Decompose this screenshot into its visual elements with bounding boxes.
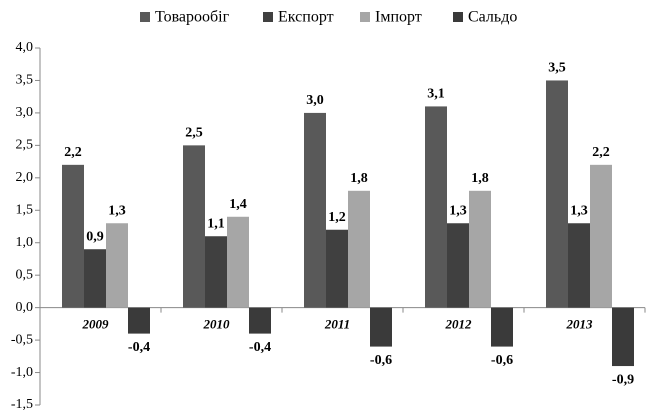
y-tick-label: 2,5 — [16, 138, 34, 153]
legend-swatch — [140, 12, 150, 22]
data-label: 1,3 — [449, 203, 467, 218]
bar — [447, 223, 469, 308]
bar — [491, 307, 513, 347]
legend-label: Товарообіг — [155, 9, 230, 26]
data-label: 1,4 — [229, 197, 247, 212]
bar — [425, 106, 447, 308]
y-tick-label: 1,5 — [16, 202, 34, 217]
data-label: 2,2 — [592, 145, 610, 160]
bar — [326, 229, 348, 308]
y-tick-label: -1,0 — [11, 365, 33, 380]
legend-label: Експорт — [278, 9, 334, 26]
bar — [612, 307, 634, 367]
data-label: 1,3 — [570, 203, 588, 218]
data-label: -0,4 — [249, 340, 271, 355]
data-label: -0,9 — [612, 372, 634, 387]
bar — [590, 164, 612, 308]
y-tick-label: 3,5 — [16, 73, 34, 88]
bar — [84, 249, 106, 308]
legend-swatch — [360, 12, 370, 22]
bar — [249, 307, 271, 334]
bar — [469, 190, 491, 308]
legend-label: Сальдо — [468, 9, 517, 26]
x-tick-label: 2012 — [445, 317, 473, 332]
x-tick-label: 2009 — [82, 317, 110, 332]
y-tick-label: -1,5 — [11, 397, 33, 411]
y-tick-label: 4,0 — [16, 40, 34, 55]
y-tick-label: 2,0 — [16, 170, 34, 185]
y-tick-label: 0,0 — [16, 300, 34, 315]
data-label: -0,6 — [491, 353, 513, 368]
bar — [62, 164, 84, 308]
bar — [568, 223, 590, 308]
bar — [205, 236, 227, 308]
bar — [348, 190, 370, 308]
x-tick-label: 2011 — [324, 317, 350, 332]
data-label: 0,9 — [86, 229, 104, 244]
x-tick-label: 2013 — [566, 317, 594, 332]
legend-swatch — [453, 12, 463, 22]
data-label: 3,1 — [427, 87, 445, 102]
data-label: 2,2 — [64, 145, 82, 160]
data-label: 1,1 — [207, 216, 225, 231]
bar — [304, 112, 326, 308]
bar — [183, 145, 205, 308]
data-label: 3,0 — [306, 93, 324, 108]
legend-label: Імпорт — [375, 9, 422, 26]
y-tick-label: 1,0 — [16, 235, 34, 250]
data-label: 2,5 — [185, 126, 203, 141]
data-label: 3,5 — [548, 61, 566, 76]
y-tick-label: -0,5 — [11, 332, 33, 347]
bar — [128, 307, 150, 334]
bar — [227, 216, 249, 308]
data-label: -0,6 — [370, 353, 392, 368]
data-label: 1,8 — [350, 171, 368, 186]
bar — [546, 80, 568, 308]
data-label: 1,8 — [471, 171, 489, 186]
data-label: 1,2 — [328, 210, 346, 225]
y-tick-label: 3,0 — [16, 105, 34, 120]
bar — [106, 223, 128, 308]
data-label: 1,3 — [108, 203, 126, 218]
y-tick-label: 0,5 — [16, 267, 34, 282]
x-tick-label: 2010 — [203, 317, 231, 332]
data-label: -0,4 — [128, 340, 150, 355]
legend-swatch — [263, 12, 273, 22]
bar — [370, 307, 392, 347]
